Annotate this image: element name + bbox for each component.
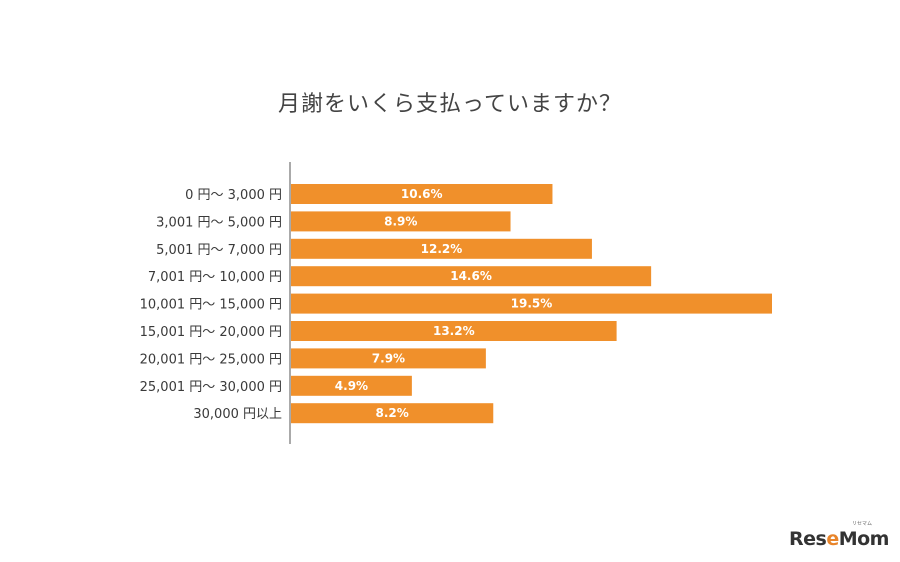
category-label-2: 5,001 円～ 7,000 円 — [156, 243, 282, 258]
value-label-2: 12.2% — [421, 242, 463, 256]
bar-0 — [291, 184, 553, 204]
value-label-1: 8.9% — [384, 214, 417, 228]
bar-8 — [291, 403, 494, 424]
category-label-7: 25,001 円～ 30,000 円 — [140, 380, 282, 395]
logo-part-1: Res — [789, 528, 827, 550]
bar-4 — [291, 293, 772, 314]
value-label-3: 14.6% — [450, 269, 492, 283]
logo-ruby: リセマム — [852, 521, 873, 527]
category-label-1: 3,001 円～ 5,000 円 — [156, 215, 282, 230]
category-label-3: 7,001 円～ 10,000 円 — [148, 270, 282, 285]
category-label-5: 15,001 円～ 20,000 円 — [140, 325, 282, 340]
value-label-5: 13.2% — [433, 324, 475, 338]
value-label-4: 19.5% — [511, 297, 553, 311]
logo-part-2: e — [826, 528, 839, 550]
bar-7 — [291, 375, 412, 396]
chart-title: 月謝をいくら支払っていますか？ — [278, 92, 622, 117]
value-label-6: 7.9% — [372, 351, 405, 365]
bar-3 — [291, 266, 652, 287]
resemom-logo: ReseMom — [789, 528, 889, 550]
value-label-7: 4.9% — [335, 379, 368, 393]
value-label-0: 10.6% — [401, 187, 443, 201]
bar-2 — [291, 238, 592, 259]
bar-5 — [291, 321, 617, 341]
category-label-8: 30,000 円以上 — [193, 407, 282, 422]
category-label-6: 20,001 円～ 25,000 円 — [140, 352, 282, 367]
category-label-4: 10,001 円～ 15,000 円 — [140, 298, 282, 313]
category-label-0: 0 円～ 3,000 円 — [185, 188, 282, 203]
bar-6 — [291, 348, 486, 369]
value-label-8: 8.2% — [375, 406, 408, 420]
bar-1 — [291, 211, 511, 232]
logo-part-3: Mom — [838, 528, 890, 550]
